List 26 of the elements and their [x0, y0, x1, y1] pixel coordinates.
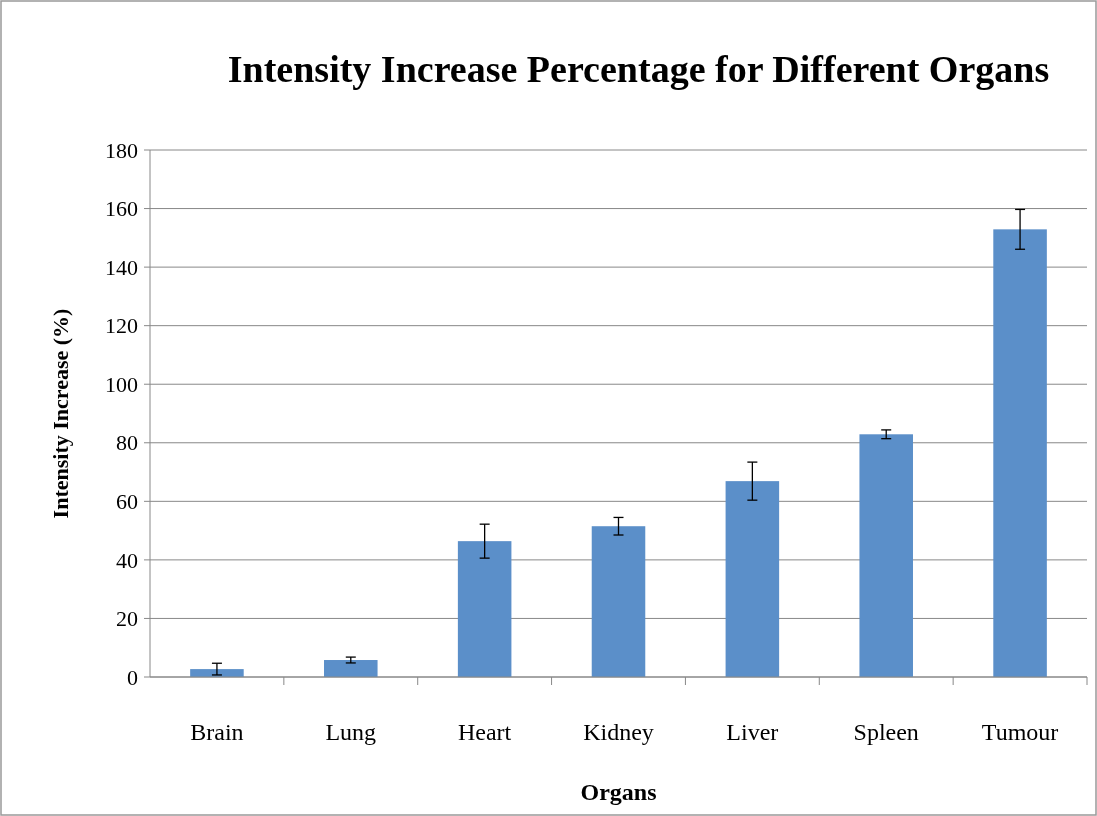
y-tick-label: 0	[127, 664, 138, 690]
x-tick-label: Liver	[726, 719, 779, 745]
chart-title: Intensity Increase Percentage for Different Organs	[227, 48, 1050, 90]
bar	[725, 481, 780, 677]
x-tick-label: Lung	[325, 719, 377, 745]
bar	[457, 541, 512, 677]
x-tick-label: Tumour	[981, 719, 1059, 745]
y-tick-label: 120	[105, 313, 138, 339]
x-tick-label: Heart	[457, 719, 512, 745]
y-tick-label: 80	[116, 430, 138, 456]
y-tick-label: 180	[105, 137, 138, 163]
bar	[993, 229, 1047, 677]
y-tick-label: 160	[105, 196, 138, 222]
y-tick-label: 100	[105, 371, 138, 397]
y-tick-label: 60	[116, 489, 138, 515]
x-axis-title: Organs	[580, 779, 657, 805]
bar	[324, 660, 378, 677]
x-tick-label: Kidney	[583, 719, 654, 745]
y-tick-label: 40	[116, 547, 138, 573]
y-axis-title: Intensity Increase (%)	[48, 308, 73, 519]
bar	[859, 434, 913, 677]
x-tick-label: Spleen	[853, 719, 919, 745]
y-tick-label: 140	[105, 254, 138, 280]
y-tick-label: 20	[116, 606, 138, 632]
bar	[591, 526, 646, 677]
x-tick-label: Brain	[190, 719, 244, 745]
